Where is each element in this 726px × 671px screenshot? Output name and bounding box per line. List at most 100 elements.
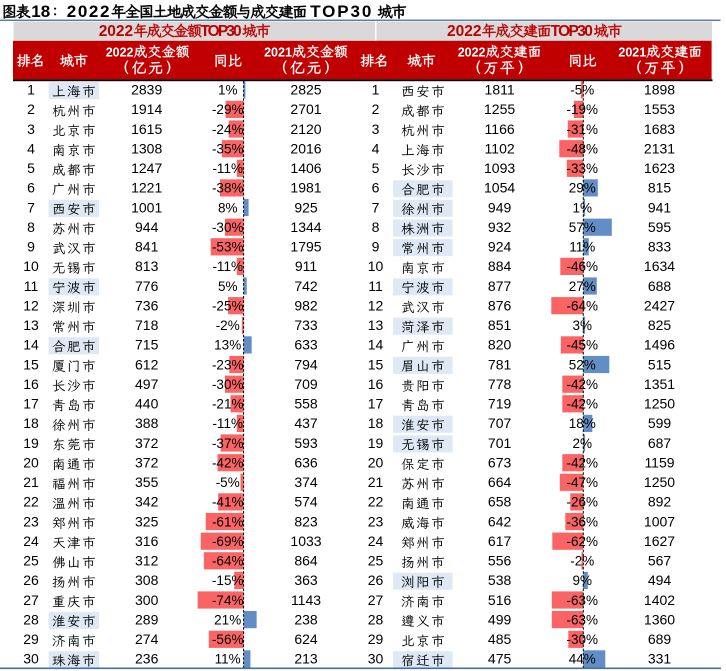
svg-text:932: 932 xyxy=(488,219,512,235)
svg-text:1159: 1159 xyxy=(644,455,674,471)
svg-text:21: 21 xyxy=(23,474,39,490)
svg-text:4: 4 xyxy=(372,141,380,157)
svg-text:673: 673 xyxy=(488,455,512,471)
svg-text:813: 813 xyxy=(135,258,159,274)
svg-text:1001: 1001 xyxy=(131,199,162,215)
svg-text:877: 877 xyxy=(488,278,512,294)
svg-text:27: 27 xyxy=(23,592,39,608)
svg-text:23: 23 xyxy=(368,513,384,529)
svg-text:-63%: -63% xyxy=(567,612,599,627)
svg-text:1250: 1250 xyxy=(644,474,675,490)
svg-text:15: 15 xyxy=(368,356,384,372)
svg-text:26: 26 xyxy=(23,572,39,588)
svg-text:2: 2 xyxy=(372,101,380,117)
svg-text:-62%: -62% xyxy=(567,534,599,549)
svg-text:7: 7 xyxy=(372,199,380,215)
svg-text:238: 238 xyxy=(294,611,318,627)
svg-text:236: 236 xyxy=(135,651,159,667)
svg-text:2022: 2022 xyxy=(67,2,111,21)
svg-text:-19%: -19% xyxy=(567,102,599,117)
svg-text:558: 558 xyxy=(294,396,318,412)
svg-text:718: 718 xyxy=(135,317,159,333)
svg-text:TOP30: TOP30 xyxy=(310,2,373,21)
svg-text:1102: 1102 xyxy=(485,141,515,157)
svg-text:2022: 2022 xyxy=(99,23,133,40)
svg-text:-11%: -11% xyxy=(212,416,243,431)
svg-text:17: 17 xyxy=(23,396,39,412)
svg-text:17: 17 xyxy=(368,396,384,412)
svg-text:612: 612 xyxy=(135,356,159,372)
svg-text:57%: 57% xyxy=(569,220,596,235)
svg-text:19: 19 xyxy=(23,435,39,451)
svg-text:1255: 1255 xyxy=(484,101,515,117)
svg-text:12: 12 xyxy=(23,298,39,314)
svg-text:27%: 27% xyxy=(569,279,596,294)
svg-text:13: 13 xyxy=(23,317,39,333)
svg-text:15: 15 xyxy=(23,356,39,372)
svg-text:485: 485 xyxy=(488,631,512,647)
svg-text:-38%: -38% xyxy=(212,181,244,196)
svg-text:11%: 11% xyxy=(569,240,595,255)
svg-text:941: 941 xyxy=(648,199,672,215)
svg-text:1811: 1811 xyxy=(485,82,515,98)
svg-text:10: 10 xyxy=(368,258,384,274)
svg-text:1351: 1351 xyxy=(644,376,675,392)
svg-text:28: 28 xyxy=(368,611,384,627)
svg-text:TOP30: TOP30 xyxy=(551,23,593,40)
svg-text:1007: 1007 xyxy=(644,513,675,529)
svg-text:24: 24 xyxy=(368,533,384,549)
svg-text:-37%: -37% xyxy=(212,436,244,451)
svg-text:1627: 1627 xyxy=(644,533,675,549)
svg-text:1634: 1634 xyxy=(644,258,675,274)
svg-text:1054: 1054 xyxy=(484,180,515,196)
svg-text:617: 617 xyxy=(488,533,512,549)
svg-text:1093: 1093 xyxy=(484,160,515,176)
svg-text:664: 664 xyxy=(488,474,512,490)
svg-text:-11%: -11% xyxy=(212,259,243,274)
svg-text:52%: 52% xyxy=(569,357,596,372)
svg-text:687: 687 xyxy=(648,435,672,451)
svg-text:794: 794 xyxy=(294,356,318,372)
svg-text:2022: 2022 xyxy=(106,45,134,59)
svg-text:1496: 1496 xyxy=(644,337,675,353)
svg-text:-56%: -56% xyxy=(212,632,244,647)
svg-text:497: 497 xyxy=(135,376,159,392)
svg-text:1344: 1344 xyxy=(290,219,321,235)
svg-text:29: 29 xyxy=(23,631,39,647)
svg-text:3: 3 xyxy=(27,121,35,137)
svg-text:6: 6 xyxy=(372,180,380,196)
svg-text:TOP30: TOP30 xyxy=(200,23,241,40)
svg-text:-36%: -36% xyxy=(567,514,599,529)
svg-text:2021: 2021 xyxy=(618,45,646,59)
svg-text:7: 7 xyxy=(27,199,35,215)
svg-text:316: 316 xyxy=(135,533,159,549)
svg-text:4: 4 xyxy=(27,141,35,157)
svg-text:30: 30 xyxy=(368,651,384,667)
svg-text:1795: 1795 xyxy=(290,239,321,255)
svg-text:-25%: -25% xyxy=(212,299,244,314)
svg-text:24: 24 xyxy=(23,533,39,549)
svg-text:-15%: -15% xyxy=(212,573,244,588)
svg-text:1683: 1683 xyxy=(644,121,675,137)
svg-text:325: 325 xyxy=(135,513,159,529)
svg-text:1033: 1033 xyxy=(290,533,321,549)
svg-text:1143: 1143 xyxy=(291,592,321,608)
svg-text:1: 1 xyxy=(372,82,380,98)
svg-text:574: 574 xyxy=(294,494,318,510)
svg-text:437: 437 xyxy=(294,415,318,431)
svg-text:2701: 2701 xyxy=(290,101,321,117)
svg-text:18: 18 xyxy=(23,415,39,431)
svg-text:624: 624 xyxy=(294,631,318,647)
svg-text:1615: 1615 xyxy=(131,121,162,137)
svg-text:300: 300 xyxy=(135,592,159,608)
svg-text:-61%: -61% xyxy=(212,514,244,529)
svg-text:20: 20 xyxy=(23,455,39,471)
svg-text:944: 944 xyxy=(135,219,159,235)
svg-text:658: 658 xyxy=(488,494,512,510)
svg-text:14: 14 xyxy=(368,337,384,353)
svg-text:27: 27 xyxy=(368,592,384,608)
svg-text:14: 14 xyxy=(23,337,39,353)
svg-text:30: 30 xyxy=(23,651,39,667)
svg-text:-5%: -5% xyxy=(570,83,594,98)
svg-text:16: 16 xyxy=(368,376,384,392)
